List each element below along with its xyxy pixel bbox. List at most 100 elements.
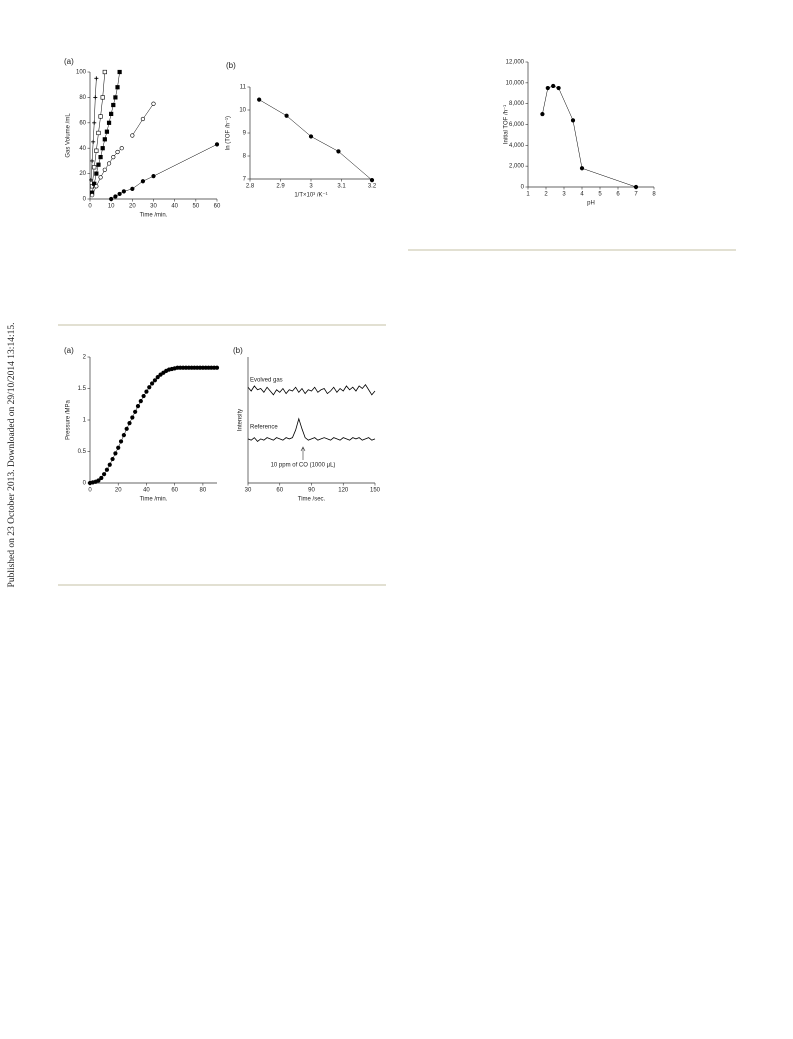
annotation: Reference <box>250 425 278 431</box>
y-tick-label: 8,000 <box>509 101 525 107</box>
x-axis-label: Time /sec. <box>298 497 326 503</box>
x-tick-label: 4 <box>580 192 584 198</box>
marker <box>92 165 97 170</box>
marker <box>106 120 112 125</box>
marker <box>138 399 143 404</box>
x-tick-label: 2 <box>544 192 548 198</box>
marker <box>93 95 98 100</box>
x-tick-label: 3 <box>309 184 313 190</box>
x-tick-label: 7 <box>634 192 638 198</box>
marker <box>133 409 138 414</box>
marker <box>113 95 118 100</box>
marker <box>102 137 107 142</box>
annotation: 10 ppm of CO (1000 µL) <box>271 463 336 469</box>
x-tick-label: 150 <box>370 488 381 494</box>
marker <box>161 370 166 375</box>
x-tick-label: 0 <box>88 488 92 494</box>
x-tick-label: 60 <box>171 488 178 494</box>
marker <box>118 439 124 444</box>
y-tick-label: 4,000 <box>509 143 525 149</box>
marker <box>633 184 639 190</box>
marker <box>130 133 135 138</box>
x-tick-label: 60 <box>214 204 221 210</box>
x-axis-label: pH <box>587 201 595 207</box>
marker <box>98 114 103 119</box>
marker <box>100 95 105 100</box>
marker <box>214 365 220 370</box>
x-tick-label: 50 <box>192 204 199 210</box>
marker <box>111 154 116 160</box>
marker <box>109 196 114 202</box>
x-tick-label: 60 <box>276 488 283 494</box>
marker <box>121 433 126 438</box>
series-line <box>90 78 97 180</box>
y-tick-label: 1 <box>83 418 87 424</box>
x-tick-label: 40 <box>171 204 178 210</box>
marker <box>90 184 95 189</box>
marker <box>96 478 101 483</box>
y-tick-label: 2,000 <box>509 164 525 170</box>
marker <box>107 462 112 467</box>
marker <box>155 375 160 380</box>
y-tick-label: 2 <box>83 355 87 361</box>
x-tick-label: 80 <box>200 488 207 494</box>
marker <box>130 186 135 191</box>
marker <box>115 85 120 90</box>
y-tick-label: 12,000 <box>506 60 525 66</box>
marker <box>556 85 561 91</box>
marker <box>94 76 99 81</box>
marker <box>124 426 129 431</box>
marker <box>113 451 118 456</box>
y-tick-label: 11 <box>240 85 247 91</box>
annotation: Evolved gas <box>250 378 283 384</box>
y-tick-label: 40 <box>79 146 86 152</box>
marker <box>284 113 289 118</box>
marker <box>551 83 556 89</box>
arrow <box>300 446 306 460</box>
y-tick-label: 0 <box>83 481 87 487</box>
x-tick-label: 90 <box>308 488 315 494</box>
panel-label: (b) <box>226 61 236 70</box>
y-tick-label: 8 <box>243 154 247 160</box>
x-tick-label: 8 <box>652 192 656 198</box>
marker <box>540 111 545 117</box>
marker <box>119 146 124 151</box>
x-tick-label: 1 <box>526 192 530 198</box>
y-axis-label: Pressure /MPa <box>66 400 72 440</box>
x-tick-label: 2.8 <box>246 184 255 190</box>
marker <box>117 69 122 75</box>
marker <box>579 166 585 171</box>
x-tick-label: 5 <box>598 192 602 198</box>
x-axis-label: Time /min. <box>140 497 168 503</box>
marker <box>130 415 135 420</box>
marker <box>116 445 121 450</box>
y-tick-label: 1.5 <box>78 386 87 392</box>
y-axis-label: ln (TOF /h⁻¹) <box>226 116 232 150</box>
x-tick-label: 120 <box>338 488 349 494</box>
margin-note: Published on 23 October 2013. Downloaded… <box>7 323 17 588</box>
marker <box>135 404 141 409</box>
x-tick-label: 6 <box>616 192 620 198</box>
marker <box>100 146 105 151</box>
x-axis-label: 1/T×10³ /K⁻¹ <box>294 193 327 199</box>
marker <box>90 193 95 198</box>
marker <box>91 139 96 144</box>
marker <box>94 148 99 153</box>
marker <box>96 130 101 136</box>
y-tick-label: 80 <box>79 95 86 101</box>
x-tick-label: 3.1 <box>337 184 346 190</box>
x-tick-label: 2.9 <box>276 184 285 190</box>
marker <box>104 467 110 472</box>
x-tick-label: 3.2 <box>368 184 377 190</box>
marker <box>214 142 220 147</box>
y-tick-label: 20 <box>79 171 86 177</box>
marker <box>141 393 146 399</box>
marker <box>94 184 99 189</box>
y-tick-label: 7 <box>243 177 247 183</box>
marker <box>151 101 156 106</box>
marker <box>102 167 107 172</box>
marker <box>102 472 107 477</box>
x-axis-label: Time /min. <box>140 213 168 219</box>
y-tick-label: 100 <box>76 70 87 76</box>
marker <box>92 181 97 186</box>
